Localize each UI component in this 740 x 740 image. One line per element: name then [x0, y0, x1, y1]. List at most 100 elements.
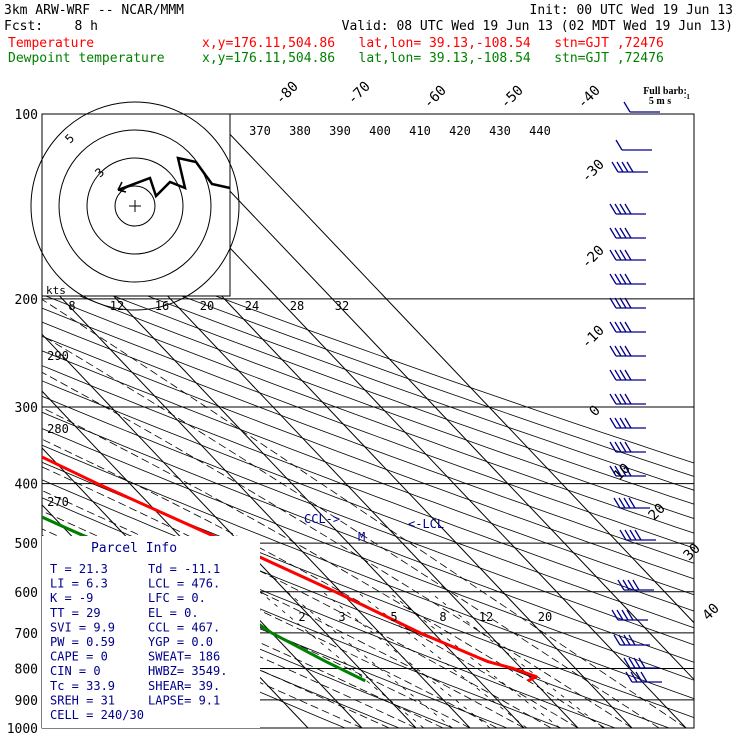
wind-barb-flag	[614, 417, 622, 429]
wind-barb-flag	[619, 441, 627, 453]
theta-low-label: 290	[47, 349, 69, 363]
pressure-tick-label: 800	[15, 662, 38, 677]
isotherm-label: 20	[646, 501, 669, 524]
hodograph-ring	[114, 185, 156, 227]
mixing-ratio-label: 12	[479, 610, 493, 624]
wind-barb-flag	[626, 161, 634, 173]
parcel-info-box: Parcel Info T = 21.3 Td = -11.1 LI = 6.3 LC…	[42, 536, 260, 728]
wind-barb	[609, 227, 646, 239]
mixing-ratio-line	[322, 591, 491, 728]
wind-barb-flag	[613, 497, 621, 509]
dry-adiabat	[42, 395, 694, 646]
isotherm-label: -80	[273, 79, 302, 108]
parcel-value-left: CIN = 0	[50, 664, 101, 678]
hodograph-ring	[58, 129, 212, 283]
isotherm-label: -60	[421, 83, 450, 112]
wind-barb-flag	[609, 273, 617, 285]
parcel-value-left: CELL = 240/30	[50, 708, 144, 722]
pressure-tick-label: 500	[15, 537, 38, 552]
dewpoint-legend: Dewpoint temperature	[8, 51, 165, 66]
wind-barb-flag	[633, 657, 641, 669]
wind-barb-flag	[628, 497, 636, 509]
theta-label: 430	[489, 124, 511, 138]
hodograph-speed-label: 16	[155, 299, 169, 313]
wind-barb-flag	[624, 227, 632, 239]
parcel-value-right: EL = 0.	[148, 606, 199, 620]
hodograph-unit: kts	[46, 284, 66, 297]
isotherm-label: -10	[579, 323, 608, 352]
wind-barb	[609, 369, 646, 381]
dewpoint-profile	[42, 515, 366, 683]
dewpoint-location: x,y=176.11,504.86 lat,lon= 39.13,-108.54…	[202, 51, 664, 66]
wind-barb-flag	[614, 465, 622, 477]
wind-barb-flag	[619, 369, 627, 381]
wind-barb-flag	[609, 417, 617, 429]
parcel-value-left: SVI = 9.9	[50, 620, 115, 634]
wind-barb-flag	[640, 671, 648, 683]
wind-barb-flag	[629, 529, 637, 541]
wind-barb-flag	[618, 634, 626, 646]
theta-low-label: 270	[47, 495, 69, 509]
mixing-ratio-label: 2	[298, 610, 305, 624]
mixing-ratio-label: 3	[338, 610, 345, 624]
wind-barb-flag	[609, 249, 617, 261]
hodograph-arrow	[117, 181, 127, 193]
parcel-value-left: TT = 29	[50, 606, 101, 620]
lcl-marker: <-LCL	[408, 517, 444, 531]
temperature-location: x,y=176.11,504.86 lat,lon= 39.13,-108.54…	[202, 36, 664, 51]
wind-barb	[609, 441, 646, 453]
mixing-ratio-label: 5	[390, 610, 397, 624]
hodograph-ring	[30, 101, 240, 311]
theta-label: 410	[409, 124, 431, 138]
wind-barb	[609, 273, 646, 285]
parcel-value-right: LFC = 0.	[148, 591, 206, 605]
wind-barb-flag	[621, 161, 629, 173]
dry-adiabat	[42, 335, 694, 580]
wind-barb-flag	[623, 657, 631, 669]
wind-barb-flag	[614, 345, 622, 357]
dry-adiabat	[42, 242, 694, 477]
hodograph-speed-label: 32	[335, 299, 349, 313]
isotherm-line	[42, 276, 471, 728]
wind-barb	[625, 671, 662, 683]
wind-barb-flag	[624, 393, 632, 405]
wind-barb-flag	[626, 609, 634, 621]
parcel-value-left: LI = 6.3	[50, 577, 108, 591]
parcel-value-right: Td = -11.1	[148, 562, 220, 576]
parcel-value-right: SWEAT= 186	[148, 650, 220, 664]
moist-adiabat	[42, 407, 606, 728]
wind-barb	[611, 609, 648, 621]
pressure-tick-label: 600	[15, 586, 38, 601]
wind-barb-flag	[623, 634, 631, 646]
wind-barb-flag	[616, 609, 624, 621]
valid-time: Valid: 08 UTC Wed 19 Jun 13 (02 MDT Wed …	[342, 19, 733, 34]
pressure-tick-label: 300	[15, 401, 38, 416]
mixing-ratio-line	[259, 591, 424, 728]
plot-frame	[41, 113, 695, 729]
pressure-tick-label: 200	[15, 293, 38, 308]
dry-adiabat	[42, 411, 694, 663]
wind-barb	[613, 497, 650, 509]
wind-barb-flag	[623, 497, 631, 509]
isotherm-label: -40	[575, 83, 604, 112]
wind-barb-flag	[614, 297, 622, 309]
wind-barb-flag	[624, 441, 632, 453]
moist-adiabat	[42, 335, 660, 728]
wind-barb-flag	[628, 634, 636, 646]
hodograph-speed-label: 8	[68, 299, 75, 313]
wind-barb	[623, 101, 660, 113]
wind-barb-flag	[609, 465, 617, 477]
wind-barb-flag	[619, 249, 627, 261]
wind-barb-flag	[619, 529, 627, 541]
wind-barb-flag	[624, 321, 632, 333]
wind-barb	[609, 297, 646, 309]
dry-adiabat	[42, 380, 694, 629]
wind-barb-flag	[619, 465, 627, 477]
wind-barb-flag	[634, 529, 642, 541]
wind-barb	[623, 657, 660, 669]
dry-adiabat	[42, 350, 694, 596]
isotherm-label: 10	[611, 461, 634, 484]
wind-barb-flag	[630, 671, 638, 683]
